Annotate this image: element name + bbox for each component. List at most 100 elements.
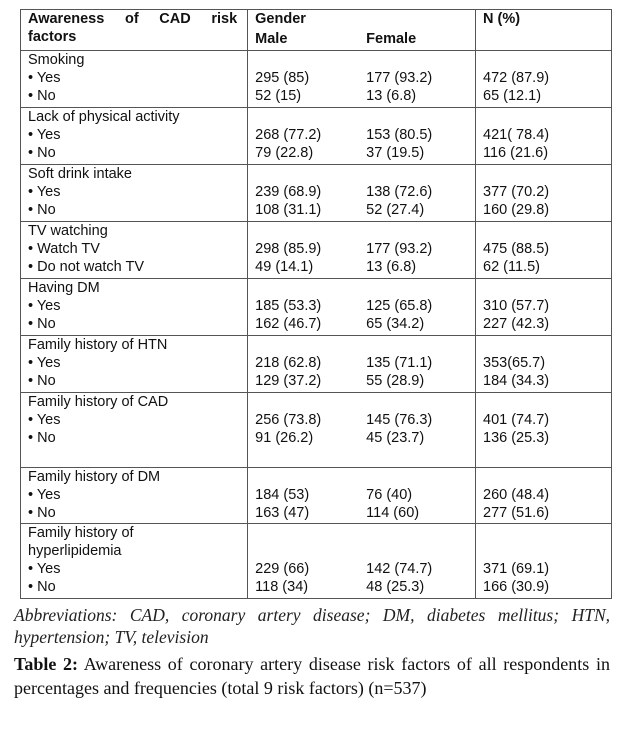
gender-values-cell: 239 (68.9) 138 (72.6) 108 (31.1) 52 (27.4) xyxy=(247,164,476,222)
table-row: Family history of CAD • Yes • No 256 (73.8… xyxy=(19,392,612,468)
male-value: 184 (53) xyxy=(255,487,310,503)
risk-factor-table: Awareness of CAD risk factors Gender Mal… xyxy=(19,9,612,599)
female-value: 76 (40) xyxy=(366,487,413,503)
option-label: • Watch TV xyxy=(28,241,100,257)
abbreviations-note: Abbreviations: CAD, coronary artery dise… xyxy=(14,605,610,647)
female-value: 177 (93.2) xyxy=(366,70,433,86)
gender-values-cell: 218 (62.8) 135 (71.1) 129 (37.2) 55 (28.9) xyxy=(247,335,476,393)
total-values-cell: 421( 78.4) 116 (21.6) xyxy=(475,107,612,165)
risk-factor-title: Lack of physical activity xyxy=(28,109,180,125)
option-label: • Yes xyxy=(28,487,61,503)
gender-values-cell: 268 (77.2) 153 (80.5) 79 (22.8) 37 (19.5) xyxy=(247,107,476,165)
male-value: 79 (22.8) xyxy=(255,145,314,161)
total-value: 166 (30.9) xyxy=(483,579,550,595)
header-female: Female xyxy=(366,31,417,47)
female-value: 135 (71.1) xyxy=(366,355,433,371)
female-value: 114 (60) xyxy=(366,505,420,521)
gender-values-cell: 229 (66) 142 (74.7) 118 (34) 48 (25.3) xyxy=(247,523,476,599)
table-row: Lack of physical activity • Yes • No 268 (… xyxy=(19,107,612,165)
total-value: 260 (48.4) xyxy=(483,487,550,503)
total-value: 377 (70.2) xyxy=(483,184,550,200)
total-values-cell: 353(65.7) 184 (34.3) xyxy=(475,335,612,393)
caption-text: Awareness of coronary artery disease ris… xyxy=(14,654,610,698)
table-row: Having DM • Yes • No 185 (53.3) 125 (65.8) 1… xyxy=(19,278,612,336)
male-value: 185 (53.3) xyxy=(255,298,322,314)
risk-factor-cell: Smoking • Yes • No xyxy=(19,50,249,108)
option-label: • No xyxy=(28,316,56,332)
risk-factor-cell: Family history of HTN • Yes • No xyxy=(19,335,249,393)
male-value: 295 (85) xyxy=(255,70,310,86)
gender-values-cell: 185 (53.3) 125 (65.8) 162 (46.7) 65 (34.2) xyxy=(247,278,476,336)
gender-values-cell: 295 (85) 177 (93.2) 52 (15) 13 (6.8) xyxy=(247,50,476,108)
total-values-cell: 377 (70.2) 160 (29.8) xyxy=(475,164,612,222)
risk-factor-cell: Family history of hyperlipidemia • Yes • No xyxy=(19,523,249,599)
option-label: • Yes xyxy=(28,298,61,314)
total-value: 136 (25.3) xyxy=(483,430,550,446)
total-value: 475 (88.5) xyxy=(483,241,550,257)
option-label: • Yes xyxy=(28,412,61,428)
male-value: 118 (34) xyxy=(255,579,309,595)
total-value: 184 (34.3) xyxy=(483,373,550,389)
risk-factor-cell: Family history of DM • Yes • No xyxy=(19,467,249,524)
female-value: 37 (19.5) xyxy=(366,145,425,161)
gender-values-cell: 256 (73.8) 145 (76.3) 91 (26.2) 45 (23.7) xyxy=(247,392,476,468)
male-value: 163 (47) xyxy=(255,505,310,521)
table-row: Family history of hyperlipidemia • Yes • No… xyxy=(19,523,612,599)
female-value: 142 (74.7) xyxy=(366,561,433,577)
header-gender-label: Gender xyxy=(255,11,306,27)
female-value: 52 (27.4) xyxy=(366,202,425,218)
total-value: 160 (29.8) xyxy=(483,202,550,218)
risk-factor-title: Smoking xyxy=(28,52,85,68)
risk-factor-cell: Having DM • Yes • No xyxy=(19,278,249,336)
risk-factor-cell: Soft drink intake • Yes • No xyxy=(19,164,249,222)
header-male: Male xyxy=(255,31,288,47)
table-row: Family history of HTN • Yes • No 218 (62.8… xyxy=(19,335,612,393)
total-value: 353(65.7) xyxy=(483,355,546,371)
option-label: • No xyxy=(28,202,56,218)
risk-factor-cell: Family history of CAD • Yes • No xyxy=(19,392,249,468)
option-label: • Yes xyxy=(28,70,61,86)
table-row: Family history of DM • Yes • No 184 (53) 76… xyxy=(19,467,612,524)
header-label-line2: factors xyxy=(28,29,77,45)
total-value: 116 (21.6) xyxy=(483,145,549,161)
option-label: • No xyxy=(28,373,56,389)
female-value: 177 (93.2) xyxy=(366,241,433,257)
total-value: 227 (42.3) xyxy=(483,316,550,332)
header-label-line1: Awareness of CAD risk xyxy=(28,11,238,27)
male-value: 129 (37.2) xyxy=(255,373,322,389)
male-value: 256 (73.8) xyxy=(255,412,322,428)
female-value: 65 (34.2) xyxy=(366,316,425,332)
risk-factor-title: hyperlipidemia xyxy=(28,543,122,559)
total-value: 401 (74.7) xyxy=(483,412,550,428)
total-values-cell: 310 (57.7) 227 (42.3) xyxy=(475,278,612,336)
total-value: 277 (51.6) xyxy=(483,505,550,521)
total-value: 62 (11.5) xyxy=(483,259,540,275)
female-value: 145 (76.3) xyxy=(366,412,433,428)
risk-factor-cell: TV watching • Watch TV • Do not watch TV xyxy=(19,221,249,279)
option-label: • Yes xyxy=(28,355,61,371)
male-value: 49 (14.1) xyxy=(255,259,314,275)
female-value: 13 (6.8) xyxy=(366,259,417,275)
female-value: 48 (25.3) xyxy=(366,579,425,595)
total-values-cell: 371 (69.1) 166 (30.9) xyxy=(475,523,612,599)
table-header-row: Awareness of CAD risk factors Gender Mal… xyxy=(19,9,612,51)
table-row: Soft drink intake • Yes • No 239 (68.9) 138… xyxy=(19,164,612,222)
caption-label: Table 2: xyxy=(14,654,79,674)
male-value: 229 (66) xyxy=(255,561,310,577)
male-value: 298 (85.9) xyxy=(255,241,322,257)
male-value: 91 (26.2) xyxy=(255,430,314,446)
option-label: • Yes xyxy=(28,127,61,143)
header-total: N (%) xyxy=(475,9,612,51)
header-total-label: N (%) xyxy=(483,11,521,27)
option-label: • No xyxy=(28,430,56,446)
total-values-cell: 475 (88.5) 62 (11.5) xyxy=(475,221,612,279)
risk-factor-title: Having DM xyxy=(28,280,100,296)
female-value: 125 (65.8) xyxy=(366,298,433,314)
option-label: • Yes xyxy=(28,184,61,200)
risk-factor-title: Family history of xyxy=(28,525,134,541)
male-value: 108 (31.1) xyxy=(255,202,322,218)
risk-factor-title: TV watching xyxy=(28,223,108,239)
header-gender: Gender Male Female xyxy=(247,9,476,51)
total-value: 310 (57.7) xyxy=(483,298,550,314)
male-value: 52 (15) xyxy=(255,88,302,104)
